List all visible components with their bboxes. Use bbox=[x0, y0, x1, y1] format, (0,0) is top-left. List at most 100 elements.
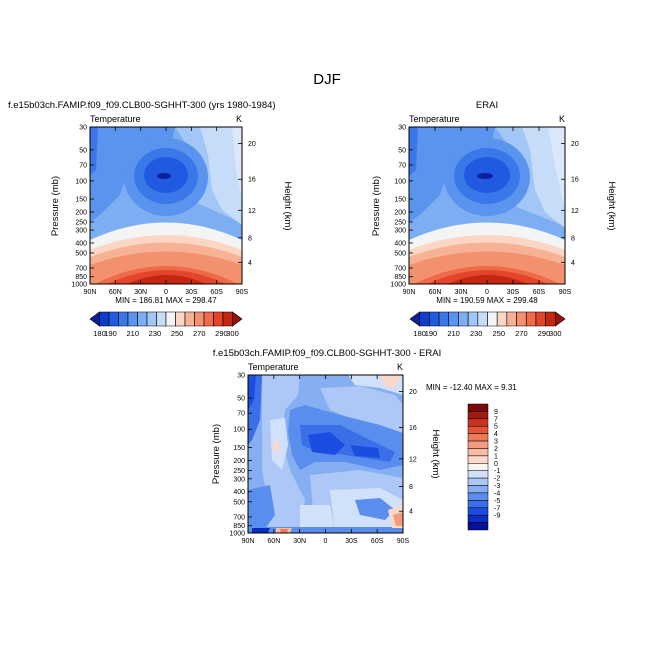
panel-model: f.e15b03ch.FAMIP.f09_f09.CLB00-SGHHT-300… bbox=[8, 100, 293, 338]
y-right-tick-label: 12 bbox=[409, 456, 417, 463]
x-tick-label: 30S bbox=[345, 538, 358, 545]
colorbar-swatch bbox=[137, 311, 148, 327]
panel-erai-axes: 90N 60N 30N 0 30S 60S 90S 30 50 70 100 150 200 250 300… bbox=[390, 125, 578, 297]
y-tick-label: 70 bbox=[79, 162, 87, 169]
y-tick-label: 50 bbox=[398, 147, 406, 154]
colorbar-label: 9 bbox=[494, 409, 498, 416]
panel-diff-axes: 90N 60N 30N 0 30S 60S 90S 30 50 70 100 150 200 250300… bbox=[229, 373, 416, 546]
colorbar-label: 290 bbox=[215, 329, 228, 338]
panel-erai-stats: MIN = 190.59 MAX = 299.48 bbox=[436, 296, 538, 305]
colorbar-swatch bbox=[516, 311, 527, 327]
colorbar-swatch bbox=[467, 403, 489, 412]
colorbar-swatch bbox=[496, 311, 508, 327]
colorbar-label: 210 bbox=[126, 329, 139, 338]
colorbar-label: -7 bbox=[494, 505, 500, 512]
panel-erai-field bbox=[409, 127, 565, 284]
colorbar-swatch bbox=[184, 311, 195, 327]
colorbar-swatch bbox=[194, 311, 205, 327]
panel-diff-stats: MIN = -12.40 MAX = 9.31 bbox=[426, 383, 517, 392]
colorbar-label: 0 bbox=[494, 461, 498, 468]
y-tick-label: 850 bbox=[394, 274, 406, 281]
colorbar-label: -4 bbox=[494, 490, 500, 497]
colorbar-label: 300 bbox=[226, 329, 239, 338]
colorbar-label: 1 bbox=[494, 453, 498, 460]
panel-model-units: K bbox=[236, 114, 242, 124]
colorbar-swatch bbox=[506, 311, 517, 327]
y-tick-label: 1000 bbox=[71, 282, 87, 289]
colorbar-swatch bbox=[438, 311, 450, 327]
colorbar-label: 270 bbox=[193, 329, 206, 338]
colorbar-swatch bbox=[213, 311, 224, 327]
panel-model-variable: Temperature bbox=[90, 114, 141, 124]
colorbar-swatch bbox=[555, 311, 566, 327]
colorbar-swatch bbox=[467, 455, 489, 464]
x-tick-label: 90N bbox=[403, 289, 416, 296]
colorbar-swatch bbox=[108, 311, 119, 327]
colorbar-swatch bbox=[467, 477, 489, 486]
y-right-tick-label: 16 bbox=[571, 177, 579, 184]
colorbar-label: 7 bbox=[494, 416, 498, 423]
colorbar-swatch bbox=[467, 470, 489, 479]
panel-diff-variable: Temperature bbox=[248, 362, 299, 372]
x-tick-label: 30S bbox=[507, 289, 520, 296]
y-tick-label: 400 bbox=[75, 240, 87, 247]
y-tick-label: 250 bbox=[75, 219, 87, 226]
colorbar-swatch bbox=[467, 311, 479, 327]
y-tick-label: 500 bbox=[75, 250, 87, 257]
colorbar-swatch bbox=[467, 411, 489, 420]
colorbar-label: 190 bbox=[104, 329, 117, 338]
x-tick-label: 30N bbox=[455, 289, 468, 296]
x-tick-label: 30N bbox=[134, 289, 147, 296]
colorbar-swatch bbox=[467, 463, 489, 471]
panel-diff-field bbox=[248, 375, 403, 533]
y-right-tick-label: 12 bbox=[571, 208, 579, 215]
panel-diff-units: K bbox=[397, 362, 403, 372]
colorbar-swatch bbox=[99, 311, 110, 327]
y-tick-label: 400 bbox=[394, 240, 406, 247]
y-right-tick-label: 4 bbox=[248, 260, 252, 267]
panel-diff-title: f.e15b03ch.FAMIP.f09_f09.CLB00-SGHHT-300… bbox=[213, 348, 441, 359]
y-right-tick-label: 4 bbox=[571, 260, 575, 267]
x-tick-label: 60N bbox=[267, 538, 280, 545]
y-tick-label: 1000 bbox=[390, 282, 406, 289]
colorbar-label: 2 bbox=[494, 446, 498, 453]
y-tick-label: 250 bbox=[394, 219, 406, 226]
panel-diff-ylabel-right: Height (km) bbox=[430, 429, 441, 478]
panel-model-ylabel-right: Height (km) bbox=[282, 181, 293, 230]
x-tick-label: 90S bbox=[559, 289, 572, 296]
figure-title: DJF bbox=[313, 71, 341, 88]
y-right-tick-label: 16 bbox=[409, 425, 417, 432]
colorbar-swatch bbox=[222, 311, 233, 327]
panel-erai: ERAI Temperature K 90N 60N 30N 0 30S 60S 90S 30… bbox=[371, 100, 617, 338]
colorbar-swatch bbox=[467, 522, 489, 531]
colorbar-swatch bbox=[535, 311, 546, 327]
y-right-tick-label: 12 bbox=[248, 208, 256, 215]
colorbar-swatch bbox=[467, 514, 489, 523]
x-tick-label: 90N bbox=[84, 289, 97, 296]
colorbar-swatch bbox=[419, 311, 430, 327]
y-tick-label: 100 bbox=[233, 427, 245, 434]
colorbar-label: 210 bbox=[447, 329, 460, 338]
colorbar-swatch bbox=[467, 418, 489, 427]
colorbar-label: 5 bbox=[494, 424, 498, 431]
y-right-tick-label: 8 bbox=[248, 235, 252, 242]
y-tick-label: 150 bbox=[75, 197, 87, 204]
y-tick-label: 700 bbox=[394, 266, 406, 273]
y-tick-label: 150 bbox=[233, 445, 245, 452]
colorbar-label: -1 bbox=[494, 468, 500, 475]
x-tick-label: 60S bbox=[371, 538, 384, 545]
colorbar-swatch bbox=[409, 311, 420, 327]
colorbar-swatch bbox=[467, 500, 489, 509]
y-tick-label: 50 bbox=[237, 396, 245, 403]
colorbar-swatch bbox=[429, 311, 440, 327]
colorbar-swatch bbox=[156, 311, 167, 327]
y-tick-label: 30 bbox=[398, 125, 406, 132]
colorbar-label: 230 bbox=[470, 329, 483, 338]
x-tick-label: 0 bbox=[324, 538, 328, 545]
y-tick-label: 300 bbox=[233, 476, 245, 483]
x-tick-label: 0 bbox=[164, 289, 168, 296]
panel-erai-variable: Temperature bbox=[409, 114, 460, 124]
y-tick-label: 200 bbox=[394, 209, 406, 216]
colorbar-swatch bbox=[467, 440, 489, 449]
